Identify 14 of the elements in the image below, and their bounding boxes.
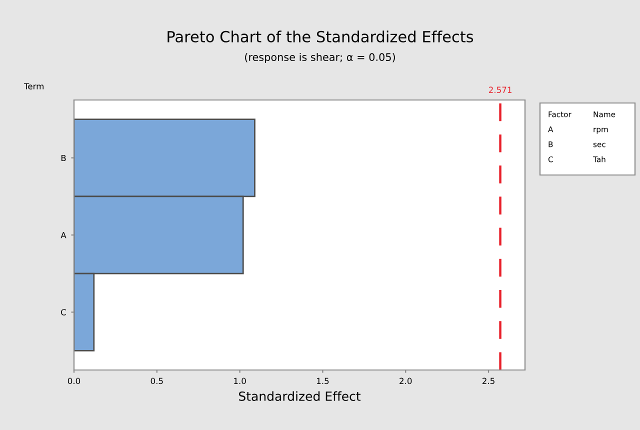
x-tick-label: 2.5 (482, 378, 494, 384)
x-tick-label: 1.5 (317, 378, 329, 384)
y-axis-title: Term (24, 83, 44, 90)
y-tick-label: B (61, 154, 66, 162)
x-tick-label: 1.0 (234, 378, 246, 384)
chart-subtitle: (response is shear; α = 0.05) (245, 52, 395, 64)
ref-line-label: 2.571 (488, 86, 512, 93)
x-axis-title: Standardized Effect (238, 391, 361, 401)
y-tick-label: A (60, 232, 66, 238)
x-tick-label: 2.0 (400, 378, 412, 384)
x-tick-label: 0.5 (150, 378, 163, 384)
chart-title: Pareto Chart of the Standardized Effects (168, 30, 474, 42)
x-tick-label: 0.0 (68, 378, 80, 384)
y-tick-label: C (61, 309, 66, 316)
